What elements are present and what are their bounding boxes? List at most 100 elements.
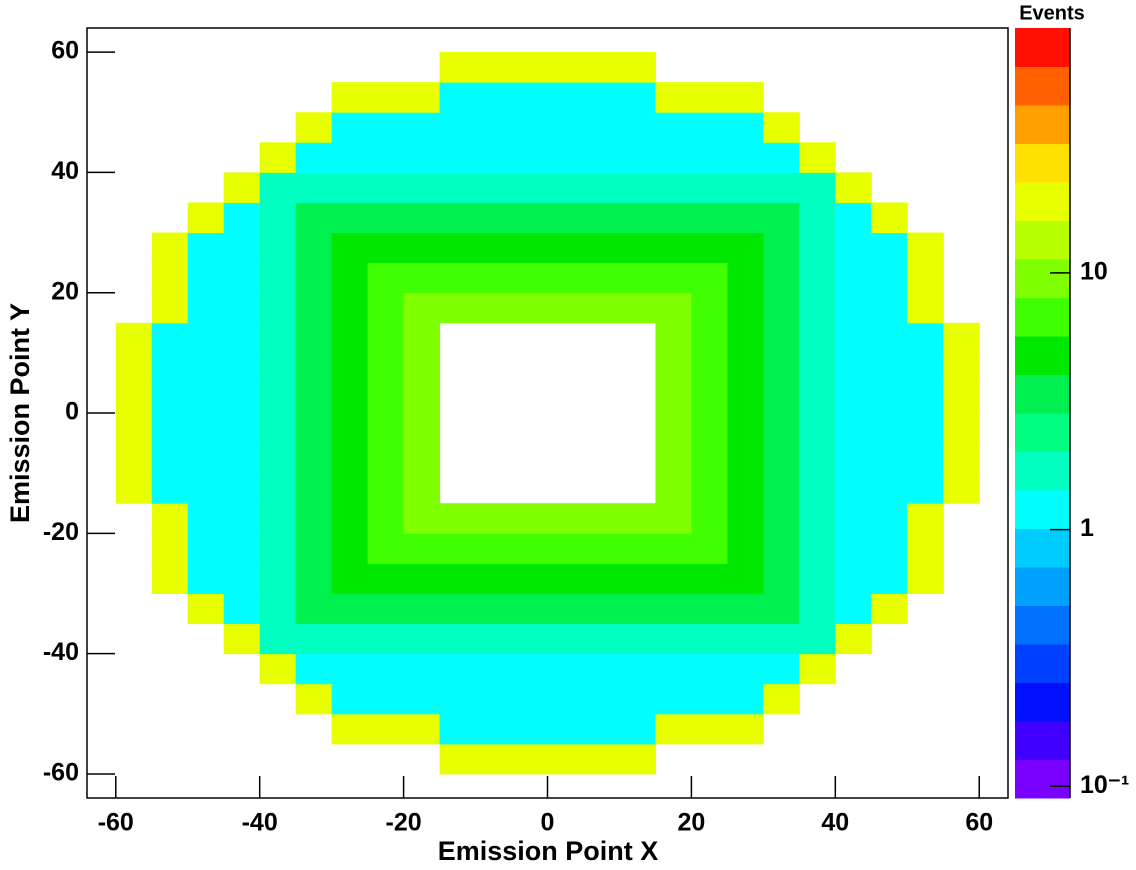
cell: [403, 653, 441, 685]
y-tick-label: -60: [43, 759, 79, 787]
cell: [763, 352, 800, 384]
cell: [655, 112, 692, 143]
cell: [763, 503, 800, 534]
cell: [583, 262, 620, 294]
cell: [727, 653, 764, 685]
cell: [799, 623, 836, 655]
cell: [835, 443, 872, 474]
cell: [727, 202, 764, 234]
cell: [799, 413, 836, 444]
cell: [871, 262, 908, 294]
cell: [655, 503, 692, 534]
cell: [619, 683, 656, 715]
cell: [331, 142, 369, 173]
cell: [835, 413, 872, 444]
cell: [331, 443, 369, 474]
cell: [403, 593, 441, 625]
cell: [907, 262, 944, 294]
cell: [439, 262, 477, 294]
cell: [295, 322, 333, 354]
cell: [943, 352, 980, 384]
cell: [367, 202, 405, 234]
cell: [799, 202, 836, 234]
cell: [475, 202, 513, 234]
cell: [907, 533, 944, 564]
cell: [583, 292, 620, 324]
cell: [871, 503, 908, 534]
cell: [871, 232, 908, 264]
cell: [223, 292, 261, 324]
cell: [115, 352, 153, 384]
cell: [295, 112, 333, 143]
cell: [223, 202, 261, 234]
cell: [475, 172, 513, 203]
cell: [655, 563, 692, 594]
cell: [835, 533, 872, 564]
cell: [835, 623, 872, 655]
cell: [223, 473, 261, 504]
cell: [871, 382, 908, 414]
cell: [259, 382, 297, 414]
cell: [583, 653, 620, 685]
cell: [547, 743, 584, 775]
cell: [439, 232, 477, 264]
cell: [727, 683, 764, 715]
cell: [655, 202, 692, 234]
cell: [115, 473, 153, 504]
cell: [799, 382, 836, 414]
cell: [223, 593, 261, 625]
cell: [115, 443, 153, 474]
cell: [295, 503, 333, 534]
cell: [619, 593, 656, 625]
cell: [115, 322, 153, 354]
cell: [655, 352, 692, 384]
cell: [619, 82, 656, 113]
cell: [511, 52, 548, 83]
cell: [511, 142, 548, 173]
cell: [547, 563, 584, 594]
cell: [151, 473, 189, 504]
cell: [799, 533, 836, 564]
cell: [619, 653, 656, 685]
cell: [907, 292, 944, 324]
cell: [727, 413, 764, 444]
cell: [439, 563, 477, 594]
cell: [223, 563, 261, 594]
cell: [547, 202, 584, 234]
colorbar-band: [1015, 182, 1070, 221]
cell: [763, 593, 800, 625]
cell: [223, 623, 261, 655]
cell: [727, 563, 764, 594]
cell: [331, 292, 369, 324]
cell: [115, 382, 153, 414]
cell: [331, 352, 369, 384]
cell: [223, 322, 261, 354]
cell: [403, 292, 441, 324]
cell: [475, 292, 513, 324]
cell: [511, 683, 548, 715]
cell: [295, 533, 333, 564]
cell: [583, 563, 620, 594]
cell: [475, 533, 513, 564]
cell: [439, 533, 477, 564]
cell: [691, 262, 728, 294]
cell: [907, 563, 944, 594]
cell: [151, 292, 189, 324]
cell: [907, 352, 944, 384]
cell: [871, 322, 908, 354]
cell: [223, 172, 261, 203]
cell: [871, 473, 908, 504]
colorbar-band: [1015, 567, 1070, 606]
cell: [655, 473, 692, 504]
cell: [835, 292, 872, 324]
cell: [583, 142, 620, 173]
cell: [331, 713, 369, 745]
cell: [691, 352, 728, 384]
cell: [835, 262, 872, 294]
cell: [727, 533, 764, 564]
cell: [583, 593, 620, 625]
cell: [475, 262, 513, 294]
cell: [259, 262, 297, 294]
cell: [727, 292, 764, 324]
cell: [727, 262, 764, 294]
